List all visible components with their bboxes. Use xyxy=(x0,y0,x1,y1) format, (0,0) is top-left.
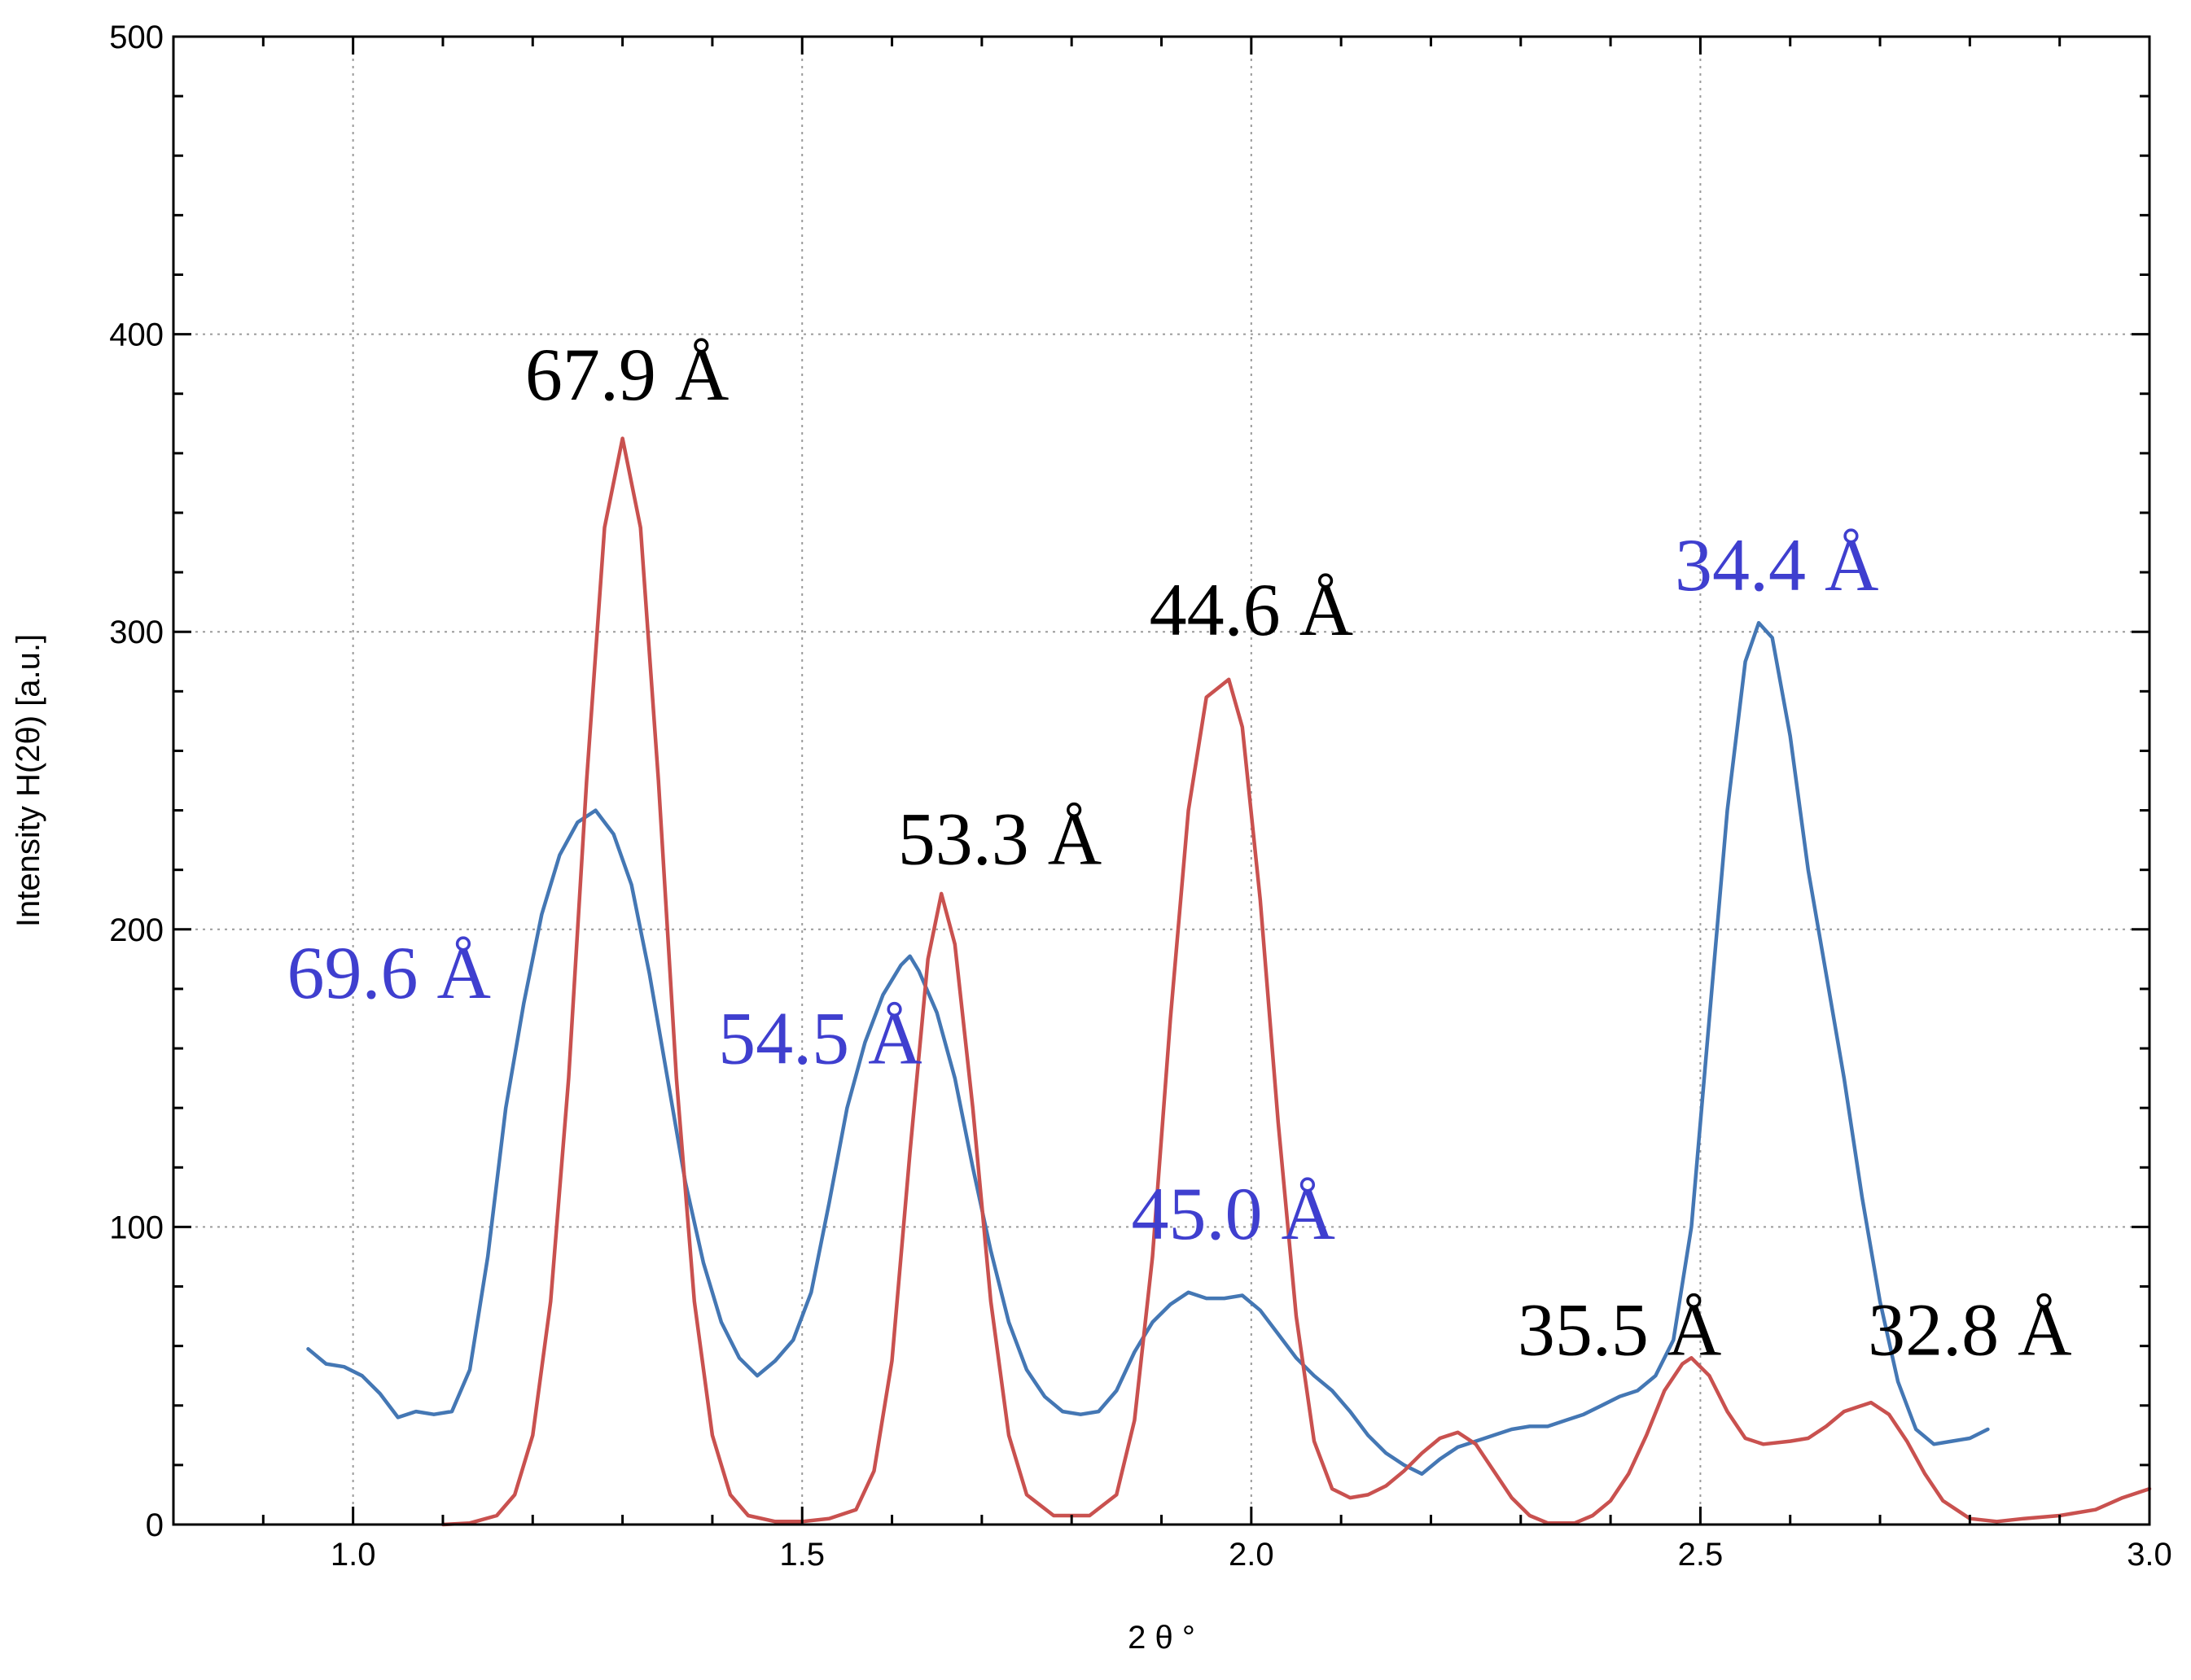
x-tick-label: 3.0 xyxy=(2127,1537,2172,1573)
y-axis-title: Intensity H(2θ) [a.u.] xyxy=(11,634,46,927)
peak-label: 54.5 Å xyxy=(718,996,922,1079)
peak-label: 69.6 Å xyxy=(287,931,491,1014)
peak-label: 34.4 Å xyxy=(1675,523,1878,606)
plot-frame xyxy=(172,35,2151,1526)
series-line-0 xyxy=(306,620,1990,1477)
y-tick-label: 300 xyxy=(109,615,164,650)
peak-label: 44.6 Å xyxy=(1150,568,1353,651)
peak-label: 35.5 Å xyxy=(1518,1288,1721,1372)
series-line-1 xyxy=(440,436,2152,1527)
y-tick-label: 400 xyxy=(109,317,164,353)
x-tick-label: 2.5 xyxy=(1678,1537,1724,1573)
series-group xyxy=(306,436,2152,1527)
annotations: 67.9 Å 53.3 Å 44.6 Å 35.5 Å 32.8 Å 69.6 Å 54.5… xyxy=(287,333,2072,1372)
y-tick-label: 500 xyxy=(109,20,164,55)
x-tick-label: 2.0 xyxy=(1229,1537,1274,1573)
x-tick-label: 1.0 xyxy=(331,1537,376,1573)
plot-border xyxy=(172,35,2151,1526)
peak-label: 45.0 Å xyxy=(1132,1172,1335,1255)
peak-label: 67.9 Å xyxy=(525,333,729,416)
grid xyxy=(173,37,2149,1525)
peak-label: 53.3 Å xyxy=(898,797,1102,880)
x-tick-label: 1.5 xyxy=(779,1537,825,1573)
x-axis-title: 2 θ ° xyxy=(1128,1620,1195,1656)
y-tick-label: 200 xyxy=(109,912,164,948)
peak-label: 32.8 Å xyxy=(1868,1288,2071,1372)
y-tick-label: 100 xyxy=(109,1210,164,1245)
axis-ticks: 1.0 1.5 2.0 2.5 3.0 0 100 200 300 400 500 xyxy=(109,20,2172,1573)
y-tick-label: 0 xyxy=(146,1507,164,1543)
